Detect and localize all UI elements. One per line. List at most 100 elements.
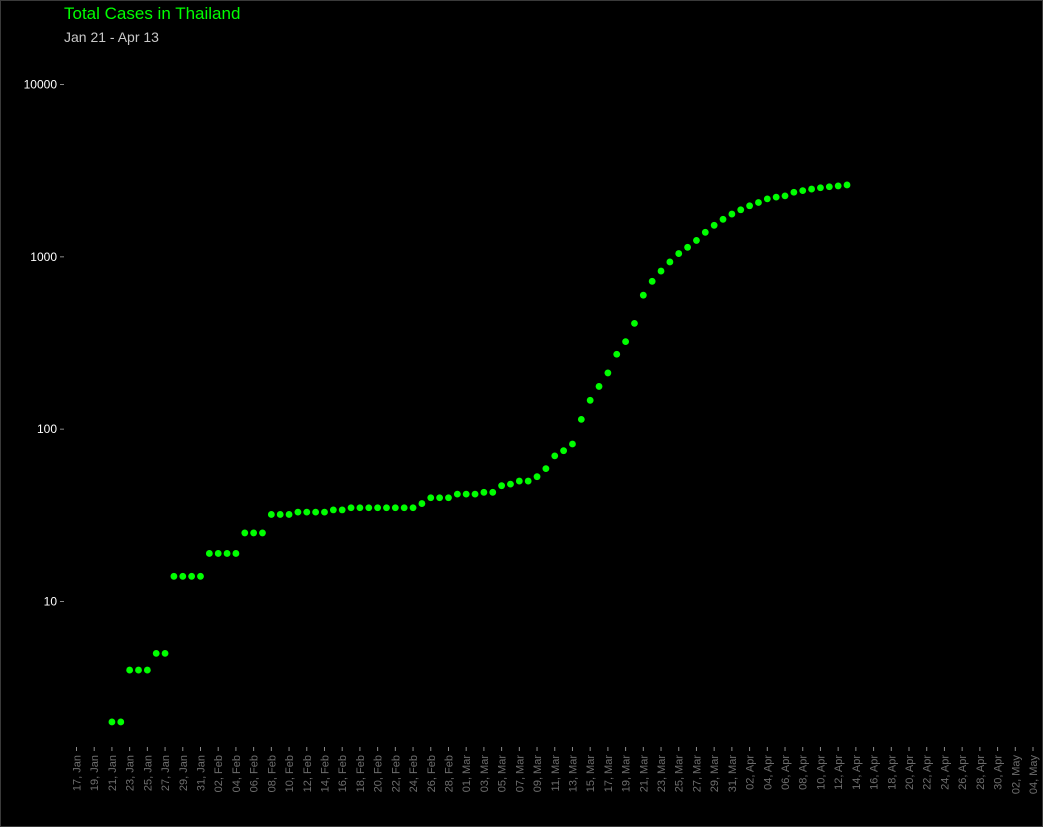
data-point bbox=[781, 192, 789, 200]
x-tick-label: 04, Apr bbox=[762, 755, 774, 790]
data-point bbox=[365, 504, 373, 512]
x-tick-label: 23, Jan bbox=[125, 755, 137, 791]
data-point bbox=[763, 195, 771, 203]
x-tick-label: 08, Apr bbox=[798, 755, 810, 790]
data-point bbox=[276, 511, 284, 518]
data-point bbox=[303, 508, 311, 516]
x-tick-label: 30, Apr bbox=[993, 755, 1005, 790]
x-tick-label: 29, Jan bbox=[178, 755, 190, 791]
x-tick-label: 11, Mar bbox=[550, 755, 562, 792]
y-tick-label: 10000 bbox=[24, 78, 58, 92]
data-point bbox=[843, 181, 851, 189]
data-point bbox=[657, 267, 665, 275]
x-tick-label: 16, Feb bbox=[337, 755, 349, 792]
x-tick-label: 29, Mar bbox=[709, 755, 721, 793]
data-point bbox=[117, 718, 125, 726]
data-point bbox=[613, 350, 621, 358]
x-tick-label: 02, Apr bbox=[745, 755, 757, 790]
x-tick-label: 31, Mar bbox=[727, 755, 739, 793]
data-point bbox=[693, 237, 700, 244]
y-tick-label: 100 bbox=[37, 422, 57, 436]
x-tick-label: 21, Jan bbox=[107, 755, 119, 791]
data-point bbox=[604, 369, 612, 377]
data-point bbox=[374, 504, 382, 512]
data-point bbox=[701, 228, 709, 236]
data-point bbox=[197, 572, 204, 580]
data-point bbox=[489, 488, 497, 496]
data-point bbox=[232, 550, 240, 557]
x-tick-label: 28, Apr bbox=[975, 755, 987, 790]
x-tick-label: 27, Jan bbox=[160, 755, 172, 791]
x-tick-label: 04, May bbox=[1028, 755, 1040, 795]
x-tick-label: 31, Jan bbox=[195, 755, 207, 791]
data-point bbox=[569, 440, 576, 448]
data-point bbox=[445, 494, 452, 502]
data-point bbox=[480, 488, 488, 496]
y-axis: 10 100 1000 10000 bbox=[24, 78, 64, 609]
x-tick-label: 06, Apr bbox=[780, 755, 792, 790]
data-point bbox=[675, 250, 683, 257]
data-point bbox=[356, 504, 364, 512]
data-points bbox=[108, 181, 851, 726]
data-point bbox=[710, 221, 718, 229]
data-point bbox=[577, 415, 585, 423]
data-point bbox=[418, 500, 426, 507]
data-point bbox=[817, 184, 824, 192]
y-tick-label: 10 bbox=[44, 595, 58, 609]
x-tick-label: 01, Mar bbox=[461, 755, 473, 793]
x-tick-label: 19, Jan bbox=[89, 755, 101, 791]
data-point bbox=[737, 206, 745, 214]
x-tick-label: 25, Mar bbox=[674, 755, 686, 793]
data-point bbox=[427, 494, 435, 502]
data-point bbox=[321, 508, 328, 516]
x-tick-label: 20, Feb bbox=[373, 755, 385, 792]
data-point bbox=[205, 550, 213, 557]
x-axis: 17, Jan 19, Jan 21, Jan 23, Jan 25, Jan 27, J… bbox=[72, 747, 1040, 795]
data-point bbox=[161, 649, 169, 657]
x-tick-label: 25, Jan bbox=[142, 755, 154, 791]
x-tick-label: 04, Feb bbox=[231, 755, 243, 792]
data-point bbox=[338, 506, 346, 514]
x-tick-label: 12, Feb bbox=[302, 755, 314, 792]
data-point bbox=[329, 506, 337, 514]
data-point bbox=[834, 182, 842, 190]
x-tick-label: 07, Mar bbox=[514, 755, 526, 793]
x-tick-label: 18, Feb bbox=[355, 755, 367, 792]
data-point bbox=[515, 477, 523, 485]
x-tick-label: 27, Mar bbox=[691, 755, 703, 793]
x-tick-label: 24, Apr bbox=[939, 755, 951, 790]
x-tick-label: 02, Feb bbox=[213, 755, 225, 792]
data-point bbox=[294, 508, 302, 516]
data-point bbox=[285, 511, 293, 518]
data-point bbox=[152, 649, 160, 657]
data-point bbox=[772, 193, 780, 201]
data-point bbox=[188, 572, 196, 580]
x-tick-label: 10, Apr bbox=[815, 755, 827, 790]
data-point bbox=[409, 504, 417, 512]
x-tick-label: 13, Mar bbox=[567, 755, 579, 793]
x-tick-label: 22, Apr bbox=[922, 755, 934, 790]
data-point bbox=[586, 396, 594, 404]
data-point bbox=[728, 210, 736, 218]
x-tick-label: 15, Mar bbox=[585, 755, 597, 793]
data-point bbox=[498, 482, 506, 490]
data-point bbox=[808, 185, 815, 193]
data-point bbox=[639, 291, 647, 299]
x-tick-label: 12, Apr bbox=[833, 755, 845, 790]
x-tick-label: 08, Feb bbox=[266, 755, 278, 792]
data-point bbox=[259, 529, 266, 537]
data-point bbox=[383, 504, 390, 512]
data-point bbox=[126, 666, 134, 674]
data-point bbox=[825, 183, 833, 191]
data-point bbox=[533, 473, 541, 481]
x-tick-label: 24, Feb bbox=[408, 755, 420, 792]
data-point bbox=[719, 215, 727, 223]
data-point bbox=[400, 504, 408, 512]
data-point bbox=[622, 338, 630, 346]
x-tick-label: 14, Feb bbox=[319, 755, 331, 792]
data-point bbox=[267, 511, 275, 518]
data-point bbox=[170, 572, 178, 580]
x-tick-label: 03, Mar bbox=[479, 755, 491, 793]
data-point bbox=[462, 490, 470, 498]
